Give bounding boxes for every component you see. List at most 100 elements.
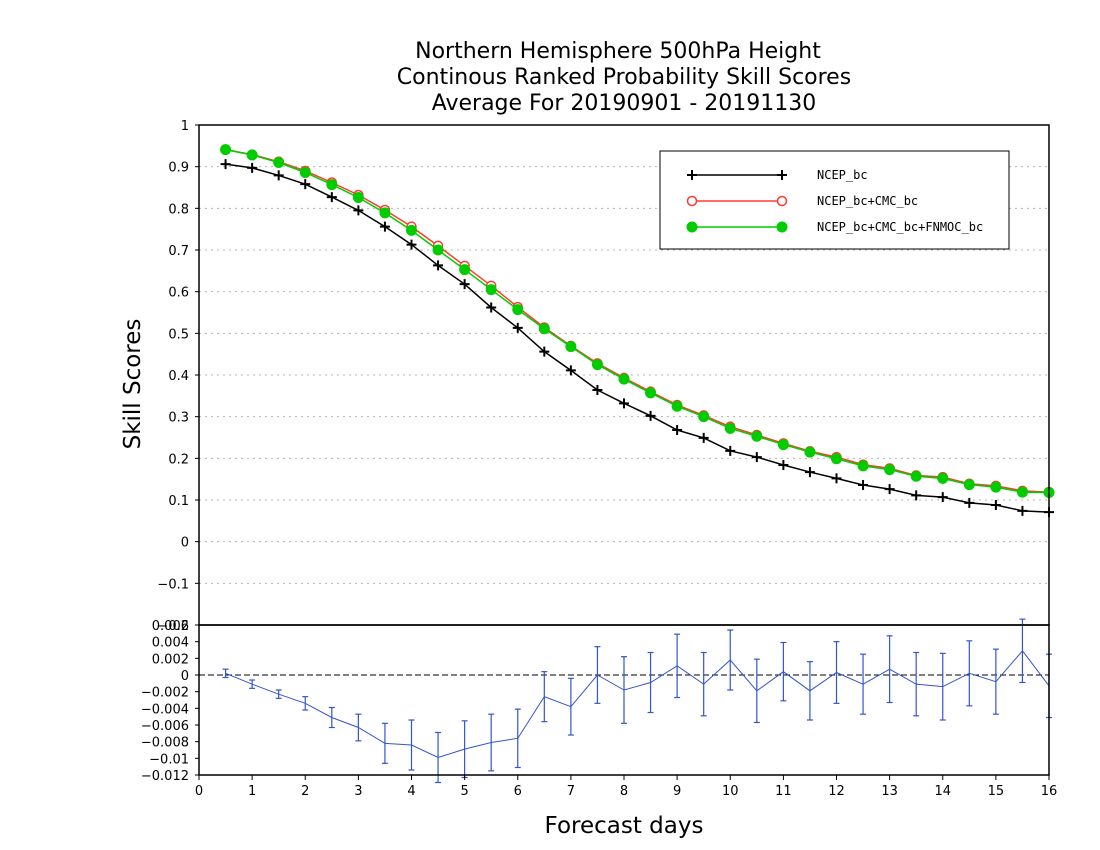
data-point bbox=[379, 221, 390, 232]
data-point bbox=[591, 359, 603, 371]
data-point bbox=[459, 279, 470, 290]
x-tick-label: 1 bbox=[248, 784, 256, 799]
data-point bbox=[1016, 486, 1028, 498]
chart-title-line-3: Average For 20190901 - 20191130 bbox=[432, 91, 817, 116]
data-point bbox=[804, 467, 815, 478]
diff-y-tick-label: 0.002 bbox=[152, 652, 189, 667]
y-tick-label: 0.7 bbox=[168, 244, 189, 259]
diff-y-tick-label: −0.006 bbox=[141, 719, 189, 734]
data-point bbox=[884, 484, 895, 495]
x-tick-label: 6 bbox=[514, 784, 522, 799]
x-tick-label: 12 bbox=[828, 784, 845, 799]
data-point bbox=[884, 464, 896, 476]
data-point bbox=[433, 260, 444, 271]
x-tick-label: 4 bbox=[407, 784, 415, 799]
diff-y-tick-label: −0.01 bbox=[149, 752, 189, 767]
legend-label-ncep-bc-cmc-bc: NCEP_bc+CMC_bc bbox=[817, 194, 918, 208]
x-tick-label: 16 bbox=[1041, 784, 1058, 799]
y-tick-label: 0.6 bbox=[168, 286, 189, 301]
data-point bbox=[565, 365, 576, 376]
difference-line bbox=[225, 650, 1050, 759]
data-point bbox=[751, 452, 762, 463]
data-point bbox=[645, 410, 656, 421]
data-point bbox=[831, 453, 842, 465]
data-point bbox=[273, 170, 284, 181]
y-tick-label: −0.2 bbox=[157, 619, 189, 634]
data-point bbox=[858, 480, 869, 490]
data-point bbox=[1017, 505, 1028, 516]
data-point bbox=[963, 479, 975, 491]
data-point bbox=[246, 149, 258, 161]
data-point bbox=[937, 472, 949, 484]
x-tick-label: 5 bbox=[460, 784, 468, 799]
diff-y-tick-label: −0.004 bbox=[141, 702, 189, 717]
data-point bbox=[990, 481, 1002, 493]
chart-title: Northern Hemisphere 500hPa Height Contin… bbox=[397, 39, 851, 116]
data-point bbox=[379, 207, 391, 219]
x-tick-label: 0 bbox=[195, 784, 203, 799]
x-tick-label: 3 bbox=[354, 784, 362, 799]
chart-title-line-1: Northern Hemisphere 500hPa Height bbox=[415, 39, 821, 64]
x-tick-label: 8 bbox=[620, 784, 628, 799]
y-tick-label: 0.2 bbox=[168, 452, 189, 467]
data-point bbox=[751, 430, 763, 442]
legend-box bbox=[659, 150, 1010, 250]
data-point bbox=[698, 411, 710, 423]
legend-label-ncep-bc-cmc-bc-fnmoc-bc: NCEP_bc+CMC_bc+FNMOC_bc bbox=[817, 220, 983, 234]
y-tick-label: 0.9 bbox=[168, 161, 189, 176]
data-point bbox=[565, 341, 577, 353]
data-point bbox=[220, 159, 231, 170]
diff-y-tick-label: −0.012 bbox=[141, 769, 189, 784]
chart-title-line-2: Continous Ranked Probability Skill Score… bbox=[397, 65, 851, 90]
legend-label-ncep-bc: NCEP_bc bbox=[817, 168, 868, 182]
data-point bbox=[486, 302, 497, 313]
legend-marker-ncep-bc-cmc-bc-left bbox=[686, 195, 698, 207]
data-point bbox=[512, 304, 524, 316]
data-point bbox=[512, 322, 523, 333]
y-tick-label: 0.8 bbox=[168, 202, 189, 217]
x-tick-label: 15 bbox=[988, 784, 1005, 799]
data-point bbox=[857, 460, 869, 472]
data-point bbox=[432, 244, 444, 256]
data-point bbox=[538, 323, 550, 335]
x-tick-label: 14 bbox=[934, 784, 951, 799]
diff-y-tick-label: 0.004 bbox=[152, 636, 189, 651]
diff-y-tick-label: −0.002 bbox=[141, 686, 189, 701]
x-tick-label: 13 bbox=[881, 784, 898, 799]
data-point bbox=[724, 422, 736, 434]
y-tick-label: −0.1 bbox=[157, 577, 189, 592]
data-point bbox=[777, 439, 789, 451]
data-point bbox=[485, 284, 497, 296]
data-point bbox=[672, 425, 683, 435]
legend-marker-ncep-bc-cmc-bc-right bbox=[776, 195, 788, 207]
data-point bbox=[804, 446, 816, 458]
legend-marker-ncep-bc-cmc-bc-fnmoc-bc-right bbox=[776, 221, 788, 233]
data-point bbox=[352, 192, 364, 203]
data-point bbox=[911, 490, 922, 501]
data-point bbox=[300, 179, 311, 190]
data-point bbox=[406, 224, 417, 236]
data-point bbox=[592, 385, 603, 395]
diff-y-tick-label: 0 bbox=[181, 669, 189, 684]
data-point bbox=[326, 192, 337, 203]
data-point bbox=[698, 432, 709, 443]
x-tick-label: 7 bbox=[567, 784, 575, 799]
data-point bbox=[990, 500, 1001, 510]
data-point bbox=[273, 157, 285, 168]
data-point bbox=[539, 346, 550, 357]
y-tick-label: 0.5 bbox=[168, 327, 189, 342]
legend-item-ncep-bc-cmc-bc-fnmoc-bc: NCEP_bc+CMC_bc+FNMOC_bc bbox=[686, 220, 983, 234]
y-axis-label: Skill Scores bbox=[120, 319, 146, 450]
data-point bbox=[831, 473, 842, 484]
data-point bbox=[619, 398, 629, 409]
legend-item-ncep-bc-cmc-bc: NCEP_bc+CMC_bc bbox=[686, 194, 918, 208]
data-point bbox=[725, 445, 736, 456]
data-point bbox=[247, 162, 258, 173]
y-tick-label: 0 bbox=[181, 536, 189, 551]
data-point bbox=[964, 497, 975, 508]
diff-y-tick-label: −0.008 bbox=[141, 736, 189, 751]
legend-marker-ncep-bc bbox=[687, 170, 787, 180]
data-point bbox=[353, 205, 364, 216]
